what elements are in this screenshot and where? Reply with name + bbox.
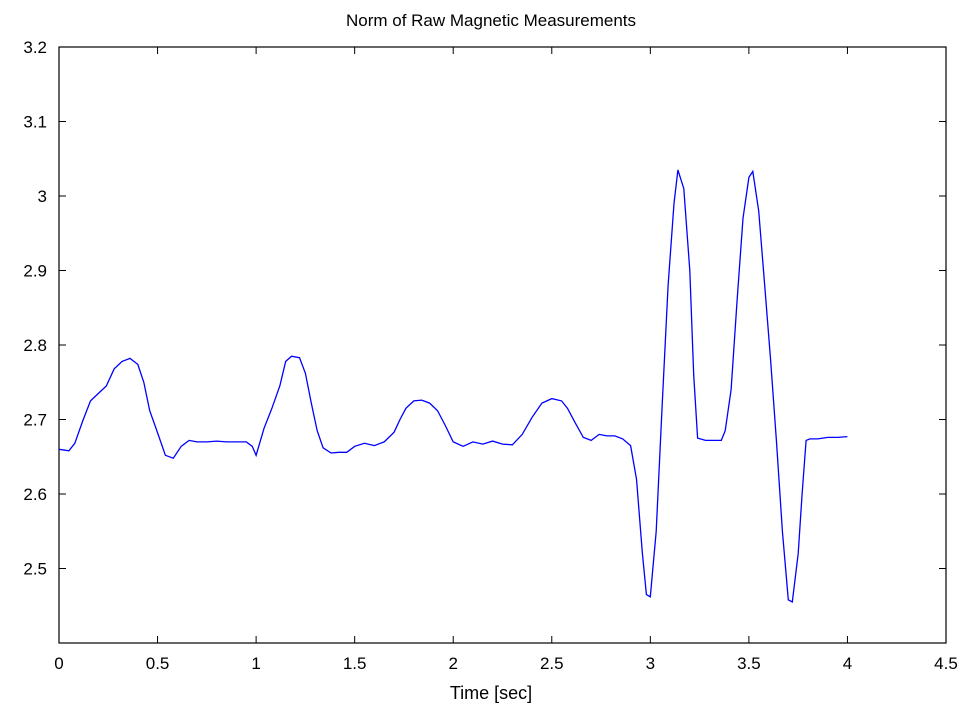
series-line [58,169,848,604]
y-tick-labels: 2.5 2.6 2.7 2.8 2.9 3 3.1 3.2 [23,38,47,579]
x-tick-label: 2 [448,654,457,673]
x-tick-label: 1 [251,654,260,673]
chart-title: Norm of Raw Magnetic Measurements [346,11,636,30]
y-tick-label: 2.5 [23,560,47,579]
x-tick-label: 1.5 [343,654,367,673]
x-tick-label: 0 [54,654,63,673]
y-tick-label: 2.9 [23,262,47,281]
plot-frame [58,46,947,644]
x-tick-label: 2.5 [540,654,564,673]
y-tick-label: 3 [38,187,47,206]
x-tick-label: 4 [843,654,852,673]
axis-ticks [58,46,947,643]
x-axis-label: Time [sec] [450,683,532,703]
x-tick-label: 3 [646,654,655,673]
y-tick-label: 2.7 [23,411,47,430]
y-tick-label: 3.2 [23,38,47,57]
y-tick-label: 3.1 [23,113,47,132]
y-tick-label: 2.8 [23,336,47,355]
x-tick-label: 0.5 [146,654,170,673]
x-tick-label: 3.5 [737,654,761,673]
y-tick-label: 2.6 [23,485,47,504]
x-tick-labels: 0 0.5 1 1.5 2 2.5 3 3.5 4 4.5 [54,654,958,673]
x-tick-label: 4.5 [934,654,958,673]
